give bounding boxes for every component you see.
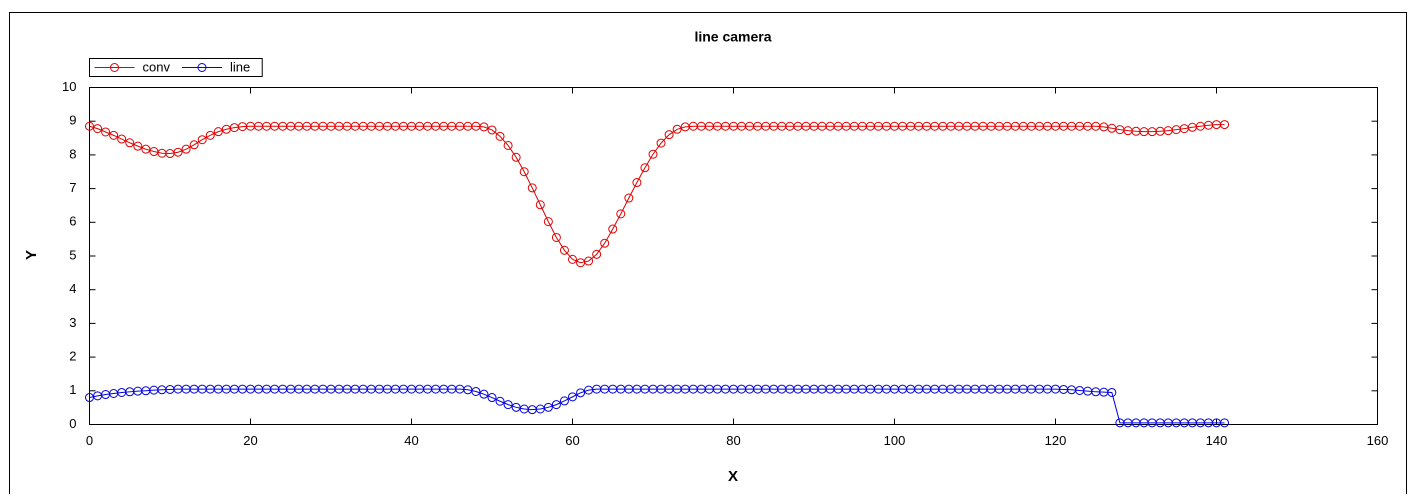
data-point (109, 130, 119, 140)
data-point (471, 386, 481, 396)
data-point (1220, 418, 1230, 428)
data-point (568, 392, 577, 402)
data-point (600, 238, 610, 248)
data-point (495, 396, 505, 406)
data-point (656, 138, 666, 148)
data-point (487, 393, 497, 403)
data-point (141, 144, 151, 154)
data-point (181, 144, 191, 154)
y-axis-label: Y (23, 250, 40, 260)
y-tick-label: 6 (69, 214, 76, 229)
data-point (608, 224, 618, 234)
x-tick-label: 60 (565, 433, 579, 448)
x-tick-label: 100 (884, 433, 906, 448)
y-tick-label: 5 (69, 247, 76, 262)
chart-title: line camera (694, 29, 771, 45)
data-point (519, 167, 529, 177)
data-point (584, 256, 594, 266)
data-point (664, 130, 674, 140)
x-tick-label: 80 (726, 433, 740, 448)
x-tick-label: 140 (1206, 433, 1228, 448)
data-point (543, 217, 553, 227)
y-tick-label: 9 (69, 113, 76, 128)
data-point (592, 249, 602, 259)
x-tick-label: 160 (1367, 433, 1389, 448)
legend-marker (110, 63, 119, 72)
data-point (205, 130, 215, 140)
data-point (576, 388, 586, 398)
legend-label: line (230, 59, 250, 74)
data-point (568, 254, 577, 264)
data-point (117, 134, 127, 144)
data-point (616, 209, 626, 219)
data-point (503, 400, 513, 410)
x-tick-label: 40 (404, 433, 418, 448)
data-point (648, 149, 658, 159)
data-point (527, 183, 537, 193)
data-point (125, 138, 135, 148)
y-tick-label: 3 (69, 315, 76, 330)
data-point (93, 124, 103, 134)
y-tick-label: 4 (69, 281, 76, 296)
data-point (85, 121, 94, 131)
y-tick-label: 2 (69, 349, 76, 364)
chart-frame (9, 12, 1407, 499)
x-axis-label: X (728, 468, 738, 485)
y-tick-label: 7 (69, 180, 76, 195)
data-point (543, 402, 553, 412)
x-tick-label: 0 (86, 433, 93, 448)
x-tick-label: 120 (1045, 433, 1067, 448)
x-tick-label: 20 (243, 433, 257, 448)
data-point (101, 127, 111, 137)
y-tick-label: 8 (69, 146, 76, 161)
data-point (624, 193, 634, 203)
data-point (487, 125, 497, 135)
data-point (559, 396, 569, 406)
y-tick-label: 10 (62, 79, 76, 94)
data-point (189, 140, 199, 150)
legend-box (89, 58, 263, 77)
data-point (503, 140, 513, 150)
data-point (213, 127, 223, 137)
data-point (1220, 120, 1230, 130)
data-point (535, 200, 545, 210)
legend-label: conv (143, 59, 171, 74)
data-point (511, 152, 521, 162)
data-point (632, 178, 642, 188)
data-point (559, 245, 569, 255)
data-point (133, 141, 143, 151)
data-point (495, 131, 505, 141)
y-tick-label: 0 (69, 416, 76, 431)
legend: conv line (89, 58, 263, 77)
data-point (479, 389, 489, 399)
data-point (173, 147, 183, 157)
data-point (197, 135, 207, 145)
data-point (551, 400, 561, 410)
data-point (1107, 387, 1117, 397)
data-point (551, 232, 561, 242)
data-point (479, 122, 489, 132)
data-point (672, 124, 682, 134)
y-tick-label: 1 (69, 382, 76, 397)
legend-marker (197, 63, 207, 72)
data-point (640, 163, 650, 173)
